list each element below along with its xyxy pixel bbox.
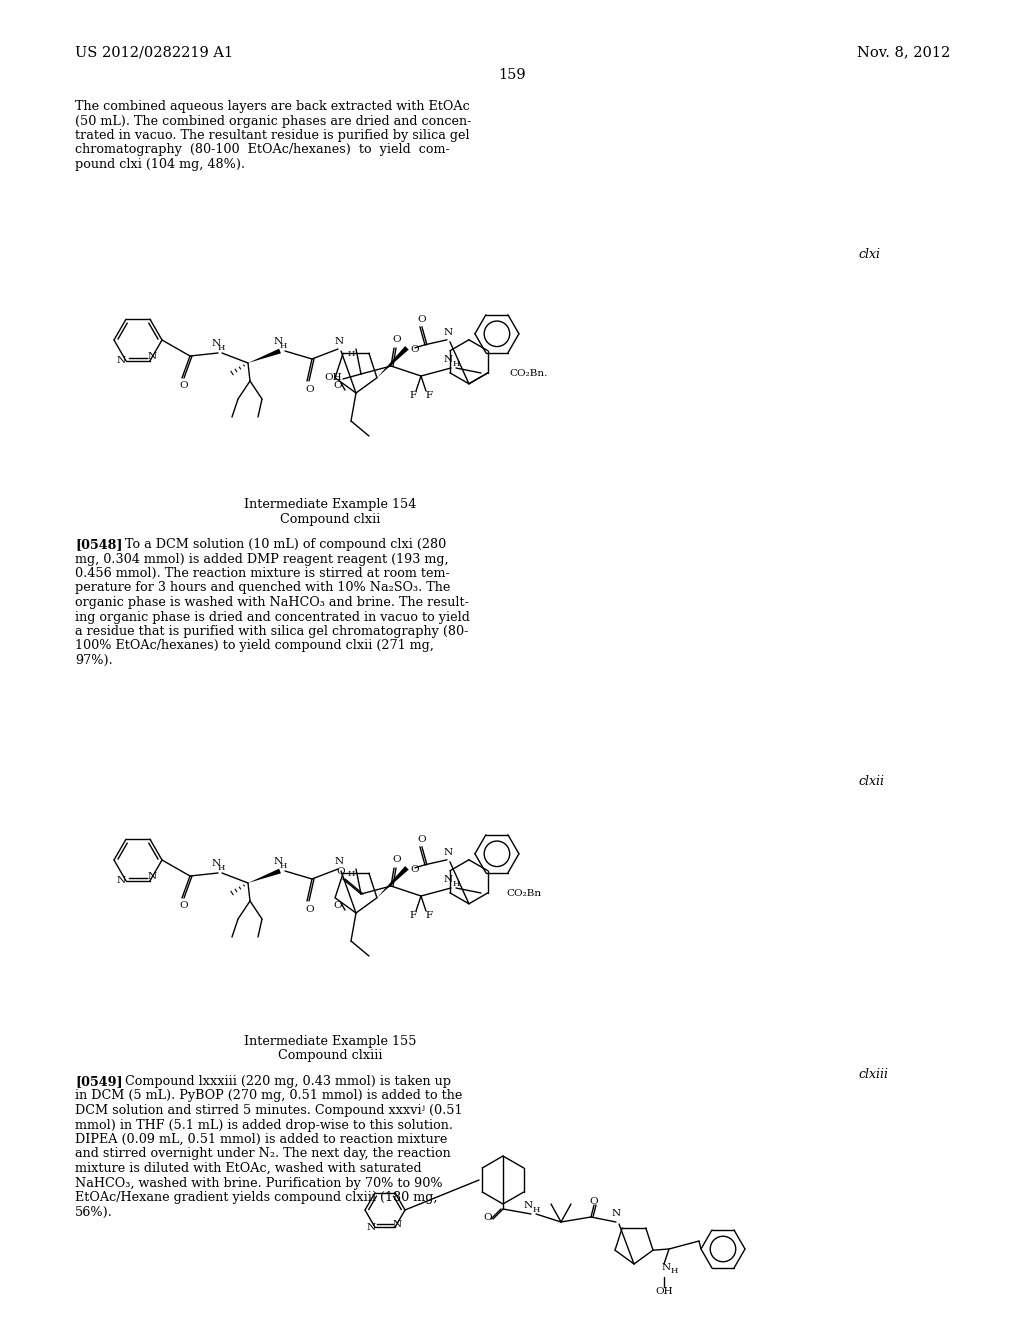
Text: NaHCO₃, washed with brine. Purification by 70% to 90%: NaHCO₃, washed with brine. Purification … (75, 1176, 442, 1189)
Text: O: O (411, 346, 419, 354)
Text: N: N (147, 873, 157, 882)
Text: N: N (443, 329, 453, 338)
Text: N: N (662, 1262, 671, 1271)
Text: 56%).: 56%). (75, 1205, 113, 1218)
Text: H: H (671, 1267, 678, 1275)
Text: O: O (306, 904, 314, 913)
Text: N: N (367, 1222, 376, 1232)
Text: N: N (523, 1201, 532, 1210)
Text: N: N (443, 875, 453, 884)
Text: O: O (337, 866, 345, 875)
Text: N: N (335, 857, 344, 866)
Text: O: O (179, 381, 188, 391)
Text: The combined aqueous layers are back extracted with EtOAc: The combined aqueous layers are back ext… (75, 100, 470, 114)
Text: O: O (306, 384, 314, 393)
Text: 100% EtOAc/hexanes) to yield compound clxii (271 mg,: 100% EtOAc/hexanes) to yield compound cl… (75, 639, 434, 652)
Polygon shape (248, 869, 281, 883)
Text: DIPEA (0.09 mL, 0.51 mmol) is added to reaction mixture: DIPEA (0.09 mL, 0.51 mmol) is added to r… (75, 1133, 447, 1146)
Text: H: H (280, 342, 287, 350)
Text: US 2012/0282219 A1: US 2012/0282219 A1 (75, 45, 233, 59)
Text: 159: 159 (499, 69, 525, 82)
Text: O: O (334, 380, 342, 389)
Text: perature for 3 hours and quenched with 10% Na₂SO₃. The: perature for 3 hours and quenched with 1… (75, 582, 451, 594)
Text: CO₂Bn: CO₂Bn (506, 888, 541, 898)
Text: organic phase is washed with NaHCO₃ and brine. The result-: organic phase is washed with NaHCO₃ and … (75, 597, 469, 609)
Text: N: N (147, 352, 157, 362)
Text: F: F (410, 392, 417, 400)
Text: trated in vacuo. The resultant residue is purified by silica gel: trated in vacuo. The resultant residue i… (75, 129, 470, 143)
Text: H: H (347, 350, 354, 358)
Text: DCM solution and stirred 5 minutes. Compound xxxviʲ (0.51: DCM solution and stirred 5 minutes. Comp… (75, 1104, 463, 1117)
Polygon shape (377, 866, 409, 898)
Text: O: O (392, 335, 401, 345)
Text: F: F (425, 912, 432, 920)
Text: Compound clxiii: Compound clxiii (278, 1049, 382, 1063)
Text: a residue that is purified with silica gel chromatography (80-: a residue that is purified with silica g… (75, 624, 468, 638)
Text: mixture is diluted with EtOAc, washed with saturated: mixture is diluted with EtOAc, washed wi… (75, 1162, 422, 1175)
Polygon shape (248, 348, 281, 363)
Text: in DCM (5 mL). PyBOP (270 mg, 0.51 mmol) is added to the: in DCM (5 mL). PyBOP (270 mg, 0.51 mmol)… (75, 1089, 463, 1102)
Text: N: N (443, 355, 453, 364)
Text: Compound lxxxiii (220 mg, 0.43 mmol) is taken up: Compound lxxxiii (220 mg, 0.43 mmol) is … (117, 1074, 451, 1088)
Text: mmol) in THF (5.1 mL) is added drop-wise to this solution.: mmol) in THF (5.1 mL) is added drop-wise… (75, 1118, 453, 1131)
Text: H: H (453, 360, 460, 368)
Text: H: H (347, 870, 354, 878)
Text: F: F (410, 912, 417, 920)
Text: [0548]: [0548] (75, 539, 123, 550)
Text: N: N (211, 339, 220, 348)
Text: [0549]: [0549] (75, 1074, 123, 1088)
Text: H: H (280, 862, 287, 870)
Text: H: H (453, 880, 460, 888)
Text: EtOAc/Hexane gradient yields compound clxiii (180 mg,: EtOAc/Hexane gradient yields compound cl… (75, 1191, 437, 1204)
Text: F: F (425, 392, 432, 400)
Text: N: N (611, 1209, 621, 1218)
Text: N: N (273, 338, 283, 346)
Text: Compound clxii: Compound clxii (280, 512, 380, 525)
Text: OH: OH (325, 372, 342, 381)
Text: 0.456 mmol). The reaction mixture is stirred at room tem-: 0.456 mmol). The reaction mixture is sti… (75, 568, 450, 579)
Text: H: H (217, 345, 224, 352)
Text: chromatography  (80-100  EtOAc/hexanes)  to  yield  com-: chromatography (80-100 EtOAc/hexanes) to… (75, 144, 450, 157)
Text: N: N (392, 1220, 401, 1229)
Text: and stirred overnight under N₂. The next day, the reaction: and stirred overnight under N₂. The next… (75, 1147, 451, 1160)
Text: mg, 0.304 mmol) is added DMP reagent reagent (193 mg,: mg, 0.304 mmol) is added DMP reagent rea… (75, 553, 449, 565)
Text: O: O (334, 900, 342, 909)
Text: 97%).: 97%). (75, 653, 113, 667)
Text: clxi: clxi (858, 248, 880, 261)
Text: N: N (335, 337, 344, 346)
Text: CO₂Bn.: CO₂Bn. (509, 368, 548, 378)
Text: H: H (217, 865, 224, 873)
Text: O: O (590, 1197, 598, 1206)
Text: ing organic phase is dried and concentrated in vacuo to yield: ing organic phase is dried and concentra… (75, 610, 470, 623)
Text: O: O (179, 902, 188, 911)
Text: O: O (418, 315, 426, 325)
Text: clxii: clxii (858, 775, 884, 788)
Text: N: N (117, 876, 126, 886)
Text: Intermediate Example 154: Intermediate Example 154 (244, 498, 416, 511)
Polygon shape (377, 346, 409, 378)
Text: N: N (273, 858, 283, 866)
Text: N: N (211, 859, 220, 869)
Text: Intermediate Example 155: Intermediate Example 155 (244, 1035, 416, 1048)
Text: O: O (483, 1213, 493, 1221)
Text: H: H (532, 1206, 540, 1214)
Text: Nov. 8, 2012: Nov. 8, 2012 (857, 45, 950, 59)
Text: OH: OH (655, 1287, 673, 1295)
Text: To a DCM solution (10 mL) of compound clxi (280: To a DCM solution (10 mL) of compound cl… (117, 539, 446, 550)
Text: (50 mL). The combined organic phases are dried and concen-: (50 mL). The combined organic phases are… (75, 115, 471, 128)
Text: N: N (117, 356, 126, 366)
Text: O: O (411, 866, 419, 874)
Text: pound clxi (104 mg, 48%).: pound clxi (104 mg, 48%). (75, 158, 245, 172)
Text: O: O (418, 836, 426, 845)
Text: N: N (443, 849, 453, 857)
Text: O: O (392, 855, 401, 865)
Text: clxiii: clxiii (858, 1068, 888, 1081)
